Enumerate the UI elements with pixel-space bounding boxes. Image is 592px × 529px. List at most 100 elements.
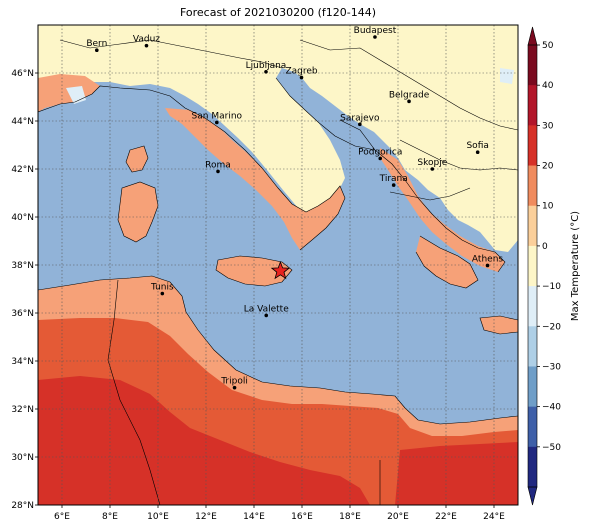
colorbar-frame [527,44,538,488]
land-africa-hottest [38,376,370,505]
colorbar-segment [528,286,537,327]
x-tick-label: 20°E [387,512,409,522]
x-axis-ticks: 6°E 8°E 10°E 12°E 14°E 16°E 18°E 20°E 22°E 24°E [54,505,505,522]
city-label: Belgrade [389,90,430,100]
y-tick-label: 34°N [11,357,34,367]
city-roma: Roma [205,160,231,174]
map-title: Forecast of 2021030200 (f120-144) [179,6,377,19]
x-tick-label: 6°E [54,512,70,522]
x-tick-label: 22°E [435,512,457,522]
city-zagreb: Zagreb [285,67,318,80]
city-label: Skopje [417,158,447,168]
colorbar-segment [528,326,537,367]
colorbar-label: Max Temperature (°C) [570,211,581,321]
city-dot [475,150,480,154]
city-label: Podgorica [358,147,402,157]
y-tick-label: 36°N [11,309,34,319]
colorbar-segment [528,125,537,167]
colorbar-segment [528,85,537,126]
x-tick-label: 10°E [147,512,169,522]
city-label: Sarajevo [340,113,380,123]
city-dot [299,75,304,80]
city-label: Zagreb [285,67,317,77]
city-sofia: Sofia [466,141,489,154]
city-dot [378,156,383,161]
colorbar [527,26,538,506]
cold-patch-east [500,68,514,84]
city-dot [485,263,490,268]
y-tick-label: 28°N [11,501,34,511]
city-label: Athens [472,254,503,264]
land-balkans-coast-warm [380,148,505,272]
colorbar-tick-label: −40 [542,403,561,413]
land-greece-south [416,236,478,288]
city-skopje: Skopje [417,158,448,171]
colorbar-segment [528,245,537,287]
city-dot [160,291,165,296]
colorbar-tick-label: 0 [542,242,548,252]
colorbar-extend-bottom [527,486,538,506]
city-vaduz: Vaduz [133,35,160,48]
city-label: Ljubljana [246,61,287,71]
city-label: Sofia [466,141,488,151]
land-sardinia [118,182,158,242]
colorbar-tick-label: −30 [542,362,561,372]
y-tick-label: 42°N [11,165,34,175]
colorbar-tick-label: −50 [542,443,561,453]
colorbar-tick-label: 50 [542,41,554,51]
land-libya-east-hot [395,442,518,505]
marker-layer [270,260,291,280]
city-budapest: Budapest [354,26,397,39]
colorbar-tick-label: −10 [542,282,561,292]
x-tick-label: 14°E [243,512,265,522]
gridlines [38,25,518,505]
city-podgorica: Podgorica [358,147,402,161]
y-axis-ticks: 28°N 30°N 32°N 34°N 36°N 38°N 40°N 42°N 44°N 46°N [11,69,38,511]
colorbar-tick-label: −20 [542,322,561,332]
city-label: La Valette [244,304,289,314]
y-tick-label: 40°N [11,213,34,223]
city-la-valette: La Valette [244,304,289,318]
city-athens: Athens [472,254,503,268]
city-label: Tripoli [220,377,248,387]
colorbar-segment [528,406,537,448]
city-label: San Marino [192,111,243,121]
borders [38,39,518,505]
colorbar-extend-top [527,26,538,46]
city-dot [407,99,411,104]
colorbar-segment [528,205,537,247]
colorbar-segment [528,45,537,86]
colorbar-tick-label: 20 [542,162,554,172]
colorbar-segment [528,165,537,207]
city-tunis: Tunis [150,283,174,296]
colorbar-ticks: 50 40 30 20 10 0 −10 −20 −30 −40 −50 [537,41,561,453]
city-dot [264,70,268,74]
colorbar-segment [528,446,537,488]
x-tick-label: 8°E [102,512,118,522]
city-dot [216,169,220,174]
city-dot [358,122,362,127]
y-tick-label: 30°N [11,453,34,463]
city-dot [215,120,219,125]
land-crete [480,316,518,334]
city-san-marino: San Marino [192,111,243,125]
land-peninsula-warm [165,108,345,250]
city-label: Vaduz [133,35,160,45]
x-tick-label: 24°E [483,512,505,522]
city-dot [144,43,149,48]
city-belgrade: Belgrade [389,90,430,104]
x-tick-label: 12°E [195,512,217,522]
x-tick-label: 18°E [339,512,361,522]
colorbar-tick-label: 30 [542,121,554,131]
land-corsica [126,146,148,172]
colorbar-tick-label: 10 [542,202,554,212]
city-tirana: Tirana [379,174,408,187]
city-dot [373,35,377,39]
city-label: Tirana [379,174,408,184]
city-label: Roma [205,160,231,170]
city-sarajevo: Sarajevo [340,113,380,127]
city-dot [430,167,435,171]
